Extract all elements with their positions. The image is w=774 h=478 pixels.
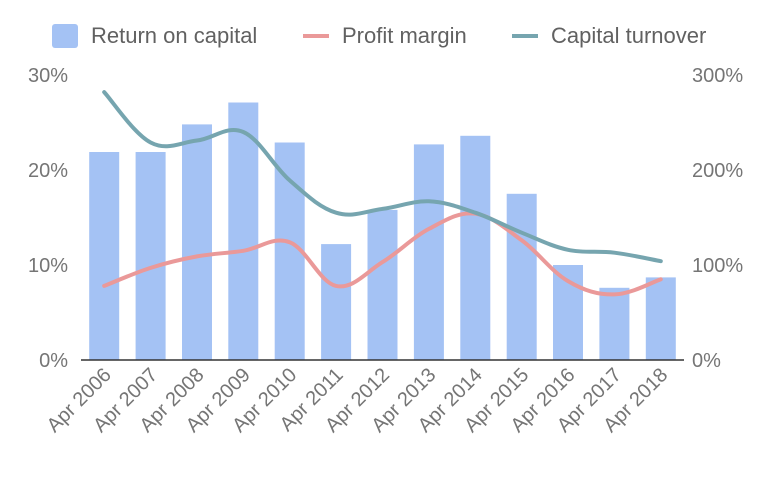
- bar-apr-2011: [321, 244, 352, 360]
- bar-apr-2009: [228, 102, 259, 360]
- line-series: [102, 90, 663, 297]
- bar-apr-2013: [413, 144, 444, 360]
- y-left-tick-label: 10%: [28, 255, 68, 277]
- bar-apr-2007: [135, 152, 166, 360]
- bar-apr-2012: [367, 209, 398, 360]
- y-right-tick-label: 300%: [692, 65, 743, 87]
- y-right-tick-label: 200%: [692, 160, 743, 182]
- bar-apr-2017: [599, 287, 630, 360]
- y-right-tick-label: 100%: [692, 255, 743, 277]
- legend: Return on capital Profit margin Capital tu…: [52, 23, 706, 48]
- bar-apr-2018: [645, 277, 676, 360]
- line-capital-turnover: [102, 90, 663, 264]
- line-profit-margin: [102, 211, 663, 297]
- y-axis-right: 0% 100% 200% 300%: [692, 65, 743, 372]
- bar-apr-2015: [506, 193, 537, 361]
- legend-label: Profit margin: [342, 23, 467, 48]
- y-axis-left: 0% 10% 20% 30%: [28, 65, 68, 372]
- legend-label: Capital turnover: [551, 23, 706, 48]
- bar-apr-2006: [89, 152, 120, 360]
- bar-series: [89, 102, 676, 361]
- bar-apr-2008: [182, 124, 212, 361]
- y-left-tick-label: 30%: [28, 65, 68, 87]
- y-left-tick-label: 20%: [28, 160, 68, 182]
- y-right-tick-label: 0%: [692, 350, 721, 372]
- bar-apr-2014: [460, 135, 491, 360]
- y-left-tick-label: 0%: [39, 350, 68, 372]
- legend-label: Return on capital: [91, 23, 257, 48]
- legend-swatch: [52, 24, 78, 48]
